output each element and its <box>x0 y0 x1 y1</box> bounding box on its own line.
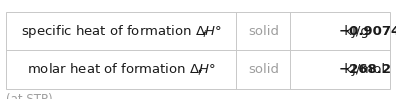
Text: kJ/g: kJ/g <box>340 25 369 38</box>
Text: kJ/mol: kJ/mol <box>340 63 385 76</box>
Text: −268.2: −268.2 <box>339 63 392 76</box>
Text: solid: solid <box>248 25 279 38</box>
Text: (at STP): (at STP) <box>6 93 53 99</box>
Text: molar heat of formation $\Delta_{\!f}\!H°$: molar heat of formation $\Delta_{\!f}\!H… <box>27 62 215 78</box>
Bar <box>6 12 390 89</box>
Text: −0.9074: −0.9074 <box>339 25 396 38</box>
Text: specific heat of formation $\Delta_{\!f}\!H°$: specific heat of formation $\Delta_{\!f}… <box>21 23 221 40</box>
Text: solid: solid <box>248 63 279 76</box>
